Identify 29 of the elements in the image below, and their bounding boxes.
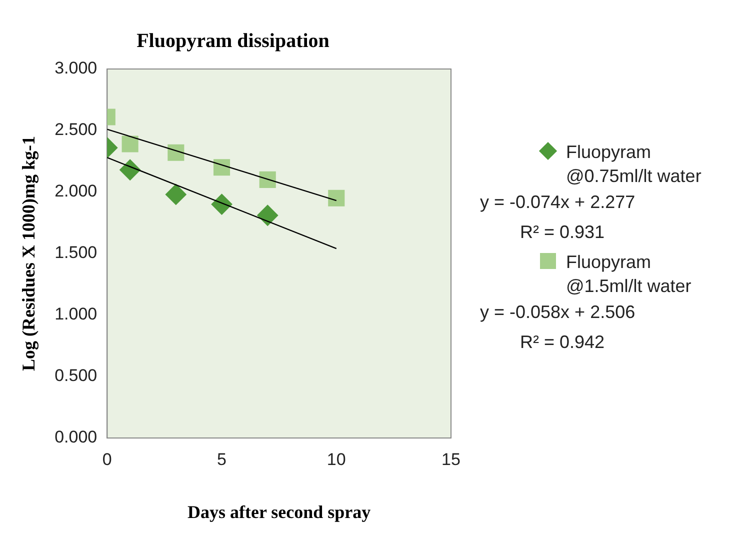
x-tick-label: 10 [326,450,346,469]
y-axis-title: Log (Residues X 1000)mg kg-1 [18,136,38,372]
x-axis-title: Days after second spray [187,502,371,522]
point [211,194,232,215]
chart-title: Fluopyram dissipation [136,30,330,52]
y-tick-label: 3.000 [54,58,98,78]
legend-label: Fluopyram @1.5ml/lt water [566,251,692,298]
point [257,204,278,226]
text: y = -0.058x + 2.506 [480,301,636,324]
text: y = -0.074x + 2.277 [480,191,636,214]
y-tick-label: 0.000 [54,428,98,447]
x-tick-label: 15 [442,450,460,469]
y-tick-label: 0.500 [54,366,98,386]
x-tick-label: 5 [217,450,226,469]
text: R² = 0.931 [520,221,606,244]
point [259,171,276,188]
point [213,159,230,176]
y-tick-label: 2.500 [54,120,98,140]
legend-label: Fluopyram @0.75ml/lt water [566,141,702,188]
point [122,136,138,152]
text: R² = 0.942 [520,331,606,354]
point [165,184,186,205]
point [120,159,141,180]
point [168,144,184,161]
point [328,190,345,206]
y-tick-label: 1.500 [54,243,98,262]
y-tick-label: 1.000 [54,304,98,324]
y-tick-label: 2.000 [54,182,98,201]
x-tick-label: 0 [102,450,112,469]
